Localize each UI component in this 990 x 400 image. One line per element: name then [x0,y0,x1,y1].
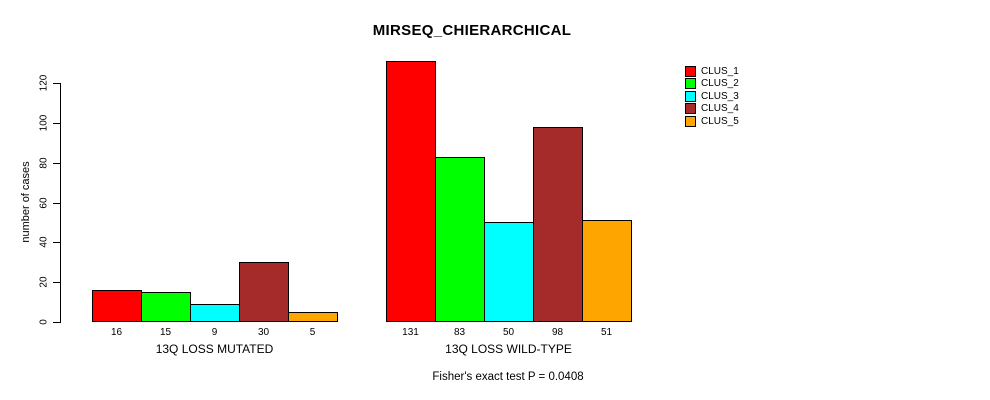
y-tick-label: 20 [38,276,50,288]
y-tick [53,202,60,204]
bar [288,312,338,322]
y-tick [53,282,60,284]
y-tick [53,322,60,323]
bar-value-label: 9 [211,327,218,338]
bar [141,292,191,322]
bar [435,157,485,322]
bar-value-label: 50 [502,327,515,338]
chart-title: MIRSEQ_CHIERARCHICAL [372,22,572,39]
legend-swatch [685,78,696,90]
y-tick [53,162,60,164]
bar [239,262,289,322]
bar-value-label: 131 [402,327,419,338]
y-axis-line [60,83,61,323]
y-tick [53,122,60,124]
x-group-label: 13Q LOSS WILD-TYPE [445,342,572,356]
y-tick [53,83,60,84]
y-tick-label: 80 [38,157,50,169]
bar-value-label: 15 [159,327,172,338]
legend-swatch [685,115,696,127]
y-tick-label: 100 [38,114,50,132]
legend-swatch [685,90,696,102]
x-group-label: 13Q LOSS MUTATED [155,342,274,356]
y-tick-label: 120 [38,74,50,92]
bar-value-label: 51 [600,327,613,338]
bar [582,220,632,322]
legend-swatch [685,103,696,115]
y-tick [53,242,60,244]
annotation-text: Fisher's exact test P = 0.0408 [432,371,584,383]
bar-value-label: 5 [309,327,316,338]
bar [484,222,534,322]
bar-value-label: 83 [453,327,466,338]
legend-swatch [685,66,696,77]
y-axis-title: number of cases [20,161,32,243]
bar-value-label: 98 [551,327,564,338]
y-tick-label: 60 [38,196,50,209]
legend-label: CLUS_3 [701,90,739,102]
bar [92,290,142,322]
legend-label: CLUS_5 [701,115,739,127]
bar [190,304,240,322]
bar [386,61,436,322]
y-tick-label: 40 [38,236,50,248]
bar-value-label: 30 [257,327,270,338]
legend-label: CLUS_1 [701,66,739,77]
legend-label: CLUS_4 [701,103,739,115]
bar-value-label: 16 [110,327,123,338]
bar [533,127,583,322]
y-tick-label: 0 [38,319,50,325]
legend-label: CLUS_2 [701,78,739,90]
